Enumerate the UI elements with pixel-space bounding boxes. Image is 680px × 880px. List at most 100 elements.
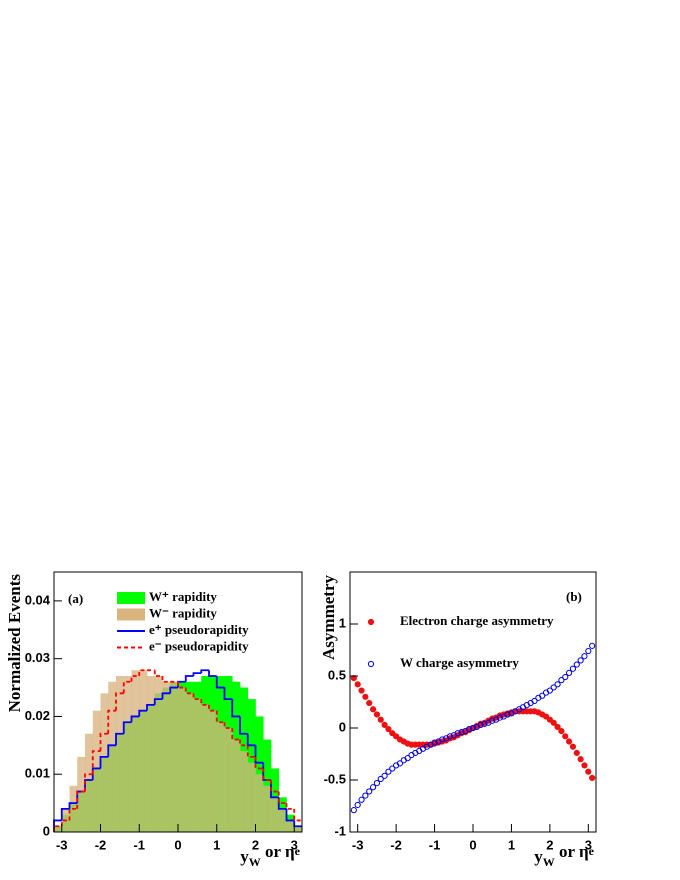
y-tick-label: 0.04 <box>25 592 51 607</box>
histogram-step <box>107 709 116 734</box>
scatter-point <box>589 774 596 782</box>
histogram-step <box>270 780 279 793</box>
scatter-point <box>358 687 365 694</box>
scatter-point <box>350 674 357 682</box>
scatter-point <box>381 721 388 728</box>
histogram-step <box>262 768 271 781</box>
scatter-point <box>354 801 361 809</box>
histogram-step <box>68 807 78 821</box>
y-tick-label: 0.5 <box>328 667 346 682</box>
scatter-point <box>354 681 361 688</box>
histogram-step <box>208 704 217 712</box>
x-tick-label: 1 <box>508 837 515 852</box>
scatter-point <box>558 677 565 684</box>
x-tick-label: -2 <box>390 837 402 852</box>
histogram-step <box>161 692 171 700</box>
scatter-point <box>554 723 561 731</box>
scatter-point <box>369 706 377 713</box>
legend-swatch <box>117 608 145 621</box>
y-tick-label: -1 <box>334 823 346 838</box>
histogram-step <box>138 669 147 676</box>
histogram-step <box>130 715 140 723</box>
histogram-step <box>246 733 256 747</box>
scatter-point <box>577 756 584 763</box>
scatter-point <box>377 716 384 723</box>
histogram-step <box>246 745 256 758</box>
histogram-step <box>254 756 264 770</box>
histogram-bar <box>216 722 225 832</box>
histogram-step <box>223 722 233 729</box>
scatter-point <box>581 762 588 769</box>
histogram-step <box>122 721 132 734</box>
scatter-point <box>546 716 553 723</box>
legend-label: Electron charge asymmetry <box>400 613 554 628</box>
panel-annotation: (a) <box>68 591 83 606</box>
scatter-point <box>585 647 592 655</box>
scatter-point <box>577 657 584 664</box>
x-axis-title-part: e <box>589 844 595 858</box>
histogram-step <box>184 687 194 695</box>
scatter-point <box>481 720 488 727</box>
scatter-point <box>466 725 473 733</box>
scatter-point <box>531 697 538 705</box>
scatter-point <box>381 772 388 779</box>
histogram-step <box>239 739 248 747</box>
y-tick-label: 0.03 <box>25 650 50 665</box>
scatter-point <box>539 692 546 699</box>
histogram-bar <box>178 687 187 832</box>
histogram-step <box>153 698 163 705</box>
scatter-point <box>458 729 465 736</box>
legend-label: W charge asymmetry <box>400 655 519 670</box>
x-axis-title-part: W <box>543 855 555 869</box>
legend-label: e⁺ pseudorapidity <box>149 622 249 637</box>
histogram-step <box>91 767 101 780</box>
histogram-step <box>115 732 124 746</box>
scatter-point <box>477 721 484 728</box>
scatter-point <box>573 749 580 757</box>
histogram-step <box>84 773 93 792</box>
histogram-step <box>192 672 202 676</box>
histogram-bar <box>232 739 241 832</box>
histogram-step <box>215 710 225 724</box>
histogram-bar <box>294 826 303 832</box>
histogram-step <box>68 802 78 809</box>
histogram-bar <box>108 681 117 832</box>
histogram-bar <box>162 681 171 832</box>
histogram-step <box>91 750 101 775</box>
scatter-point <box>439 736 446 743</box>
histogram-step <box>285 803 295 810</box>
histogram-step <box>192 693 202 701</box>
scatter-point <box>496 714 504 721</box>
histogram-step <box>200 669 209 674</box>
histogram-bar <box>255 774 264 832</box>
y-tick-label: 1 <box>339 615 346 630</box>
y-axis-title: Normalized Events <box>5 574 24 713</box>
scatter-point <box>373 780 381 787</box>
histogram-step <box>254 745 264 764</box>
histogram-bar <box>286 820 295 832</box>
x-tick-label: 1 <box>213 837 220 852</box>
y-tick-label: -0.5 <box>324 771 346 786</box>
x-tick-label: 3 <box>585 837 592 852</box>
scatter-point <box>562 733 569 740</box>
legend-marker <box>367 618 375 626</box>
histogram-step <box>285 808 295 822</box>
legend-swatch <box>117 592 145 604</box>
x-axis-title-part: e <box>295 844 301 858</box>
histogram-step <box>231 728 240 741</box>
histogram-step <box>239 716 248 735</box>
histogram-step <box>76 790 85 809</box>
y-tick-label: 0.01 <box>25 766 50 781</box>
scatter-point <box>366 788 373 795</box>
legend-marker <box>367 660 375 668</box>
x-axis-title: yW or ηe <box>240 842 300 869</box>
y-axis-title: Asymmetry <box>319 575 338 660</box>
scatter-point <box>404 755 411 762</box>
histogram-bar <box>85 733 94 832</box>
histogram-step <box>138 709 147 717</box>
x-axis-title-part: W <box>249 855 261 869</box>
histogram-bar <box>77 756 86 832</box>
histogram-bar <box>92 710 101 832</box>
scatter-point <box>589 642 596 649</box>
